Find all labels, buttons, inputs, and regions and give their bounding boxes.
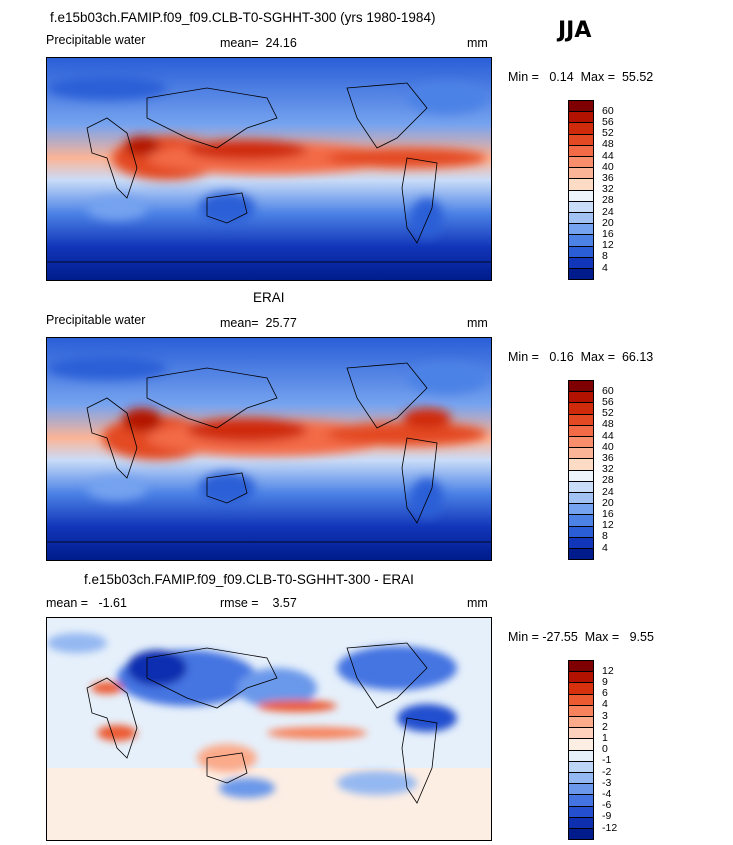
colorbar-tick-label: 16 <box>602 507 614 520</box>
panel2-mean: mean= 25.77 <box>220 316 297 330</box>
colorbar-tick-label: 32 <box>602 183 614 196</box>
colorbar-tick-label: 4 <box>602 261 608 274</box>
colorbar-tick-label: -9 <box>602 810 612 823</box>
panel3-minmax: Min = -27.55 Max = 9.55 <box>508 630 654 644</box>
colorbar-tick-label: 48 <box>602 418 614 431</box>
colorbar-tick-label: 12 <box>602 519 614 532</box>
colorbar-tick-label: 28 <box>602 194 614 207</box>
colorbar-tick-label: 8 <box>602 530 608 543</box>
panel1-map-field <box>47 58 491 280</box>
colorbar-tick-label: -1 <box>602 754 612 767</box>
colorbar-tick-label: 56 <box>602 115 614 128</box>
colorbar-tick-label: -4 <box>602 787 612 800</box>
colorbar-tick-label: 44 <box>602 429 614 442</box>
panel3-map <box>46 617 492 841</box>
colorbar-tick-label: 0 <box>602 743 608 756</box>
colorbar-tick-label: -12 <box>602 821 618 834</box>
colorbar-tick-label: 36 <box>602 451 614 464</box>
colorbar-swatch <box>568 828 594 841</box>
colorbar-tick-label: 32 <box>602 463 614 476</box>
panel2-minmax: Min = 0.16 Max = 66.13 <box>508 350 654 364</box>
colorbar-tick-label: -2 <box>602 765 612 778</box>
colorbar-tick-label: 2 <box>602 720 608 733</box>
colorbar-swatch <box>568 548 594 561</box>
panel2-title: ERAI <box>253 290 285 305</box>
colorbar-tick-label: 12 <box>602 664 614 677</box>
panel2-coastlines <box>47 362 491 543</box>
season-label: JJA <box>558 18 592 43</box>
colorbar-tick-label: 36 <box>602 171 614 184</box>
colorbar-tick-label: 56 <box>602 395 614 408</box>
panel3-title: f.e15b03ch.FAMIP.f09_f09.CLB-T0-SGHHT-30… <box>84 572 414 587</box>
panel1-title: f.e15b03ch.FAMIP.f09_f09.CLB-T0-SGHHT-30… <box>50 10 436 25</box>
colorbar-tick-label: 52 <box>602 407 614 420</box>
colorbar-tick-label: 40 <box>602 440 614 453</box>
panel2-map <box>46 337 492 561</box>
colorbar-tick-label: 6 <box>602 687 608 700</box>
colorbar-tick-label: -3 <box>602 776 612 789</box>
colorbar-tick-label: 12 <box>602 239 614 252</box>
panel3-units: mm <box>467 596 488 610</box>
colorbar-tick-label: 4 <box>602 541 608 554</box>
colorbar-tick-label: 3 <box>602 709 608 722</box>
colorbar-tick-label: 24 <box>602 205 614 218</box>
panel1-map <box>46 57 492 281</box>
panel1-coastlines <box>47 82 491 263</box>
panel2-variable-label: Precipitable water <box>46 313 146 327</box>
colorbar-tick-label: -6 <box>602 799 612 812</box>
colorbar-tick-label: 4 <box>602 698 608 711</box>
panel3-map-field <box>47 618 491 840</box>
colorbar-tick-label: 20 <box>602 496 614 509</box>
panel3-coastlines <box>86 642 438 804</box>
panel1-mean: mean= 24.16 <box>220 36 297 50</box>
colorbar-tick-label: 48 <box>602 138 614 151</box>
colorbar-tick-label: 52 <box>602 127 614 140</box>
panel2-map-field <box>47 338 491 560</box>
colorbar-tick-label: 1 <box>602 731 608 744</box>
colorbar-tick-label: 24 <box>602 485 614 498</box>
colorbar-tick-label: 16 <box>602 227 614 240</box>
colorbar-tick-label: 8 <box>602 250 608 263</box>
colorbar-tick-label: 60 <box>602 104 614 117</box>
colorbar-tick-label: 20 <box>602 216 614 229</box>
panel1-variable-label: Precipitable water <box>46 33 146 47</box>
colorbar-swatch <box>568 268 594 281</box>
panel3-rmse: rmse = 3.57 <box>220 596 297 610</box>
panel1-minmax: Min = 0.14 Max = 55.52 <box>508 70 654 84</box>
panel1-units: mm <box>467 36 488 50</box>
colorbar-tick-label: 44 <box>602 149 614 162</box>
colorbar-tick-label: 40 <box>602 160 614 173</box>
colorbar-tick-label: 60 <box>602 384 614 397</box>
panel3-mean: mean = -1.61 <box>46 596 127 610</box>
colorbar-tick-label: 9 <box>602 675 608 688</box>
colorbar-tick-label: 28 <box>602 474 614 487</box>
panel2-units: mm <box>467 316 488 330</box>
